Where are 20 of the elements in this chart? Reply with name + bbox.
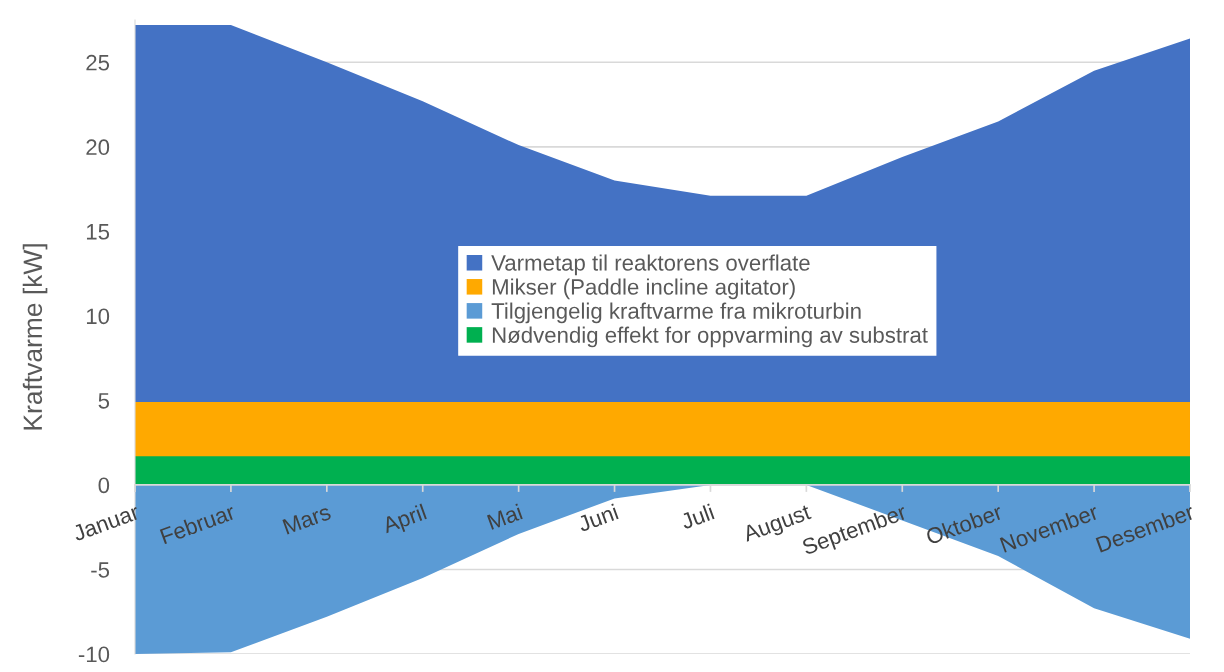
x-tick-label: Mars xyxy=(282,504,332,535)
x-tick-label: Januar xyxy=(71,503,141,542)
y-tick-label: 15 xyxy=(86,224,110,240)
y-tick-label: 10 xyxy=(86,308,110,325)
x-tick-label: Februar xyxy=(159,503,237,545)
y-tick-label: 25 xyxy=(86,54,110,71)
x-tick-label: Mai xyxy=(486,503,523,530)
y-tick-label: 20 xyxy=(86,139,110,156)
y-tick-label: -5 xyxy=(91,562,110,578)
x-tick-label: Juni xyxy=(576,503,619,533)
x-tick-label: Juli xyxy=(679,503,715,530)
y-tick-label: 5 xyxy=(98,393,110,409)
legend-label: Tilgjengelig kraftvarme fra mikroturbin xyxy=(491,302,861,324)
y-axis-title: Kraftvarme [kW] xyxy=(22,244,48,430)
legend-label: Varmetap til reaktorens overflate xyxy=(491,254,810,276)
y-tick-label: -10 xyxy=(78,646,110,663)
x-tick-label: April xyxy=(381,503,429,538)
legend-label: Mikser (Paddle incline agitator) xyxy=(492,278,795,300)
y-tick-label: 0 xyxy=(98,477,110,494)
legend-label: Nødvendig effekt for oppvarming av substrat xyxy=(492,326,928,348)
